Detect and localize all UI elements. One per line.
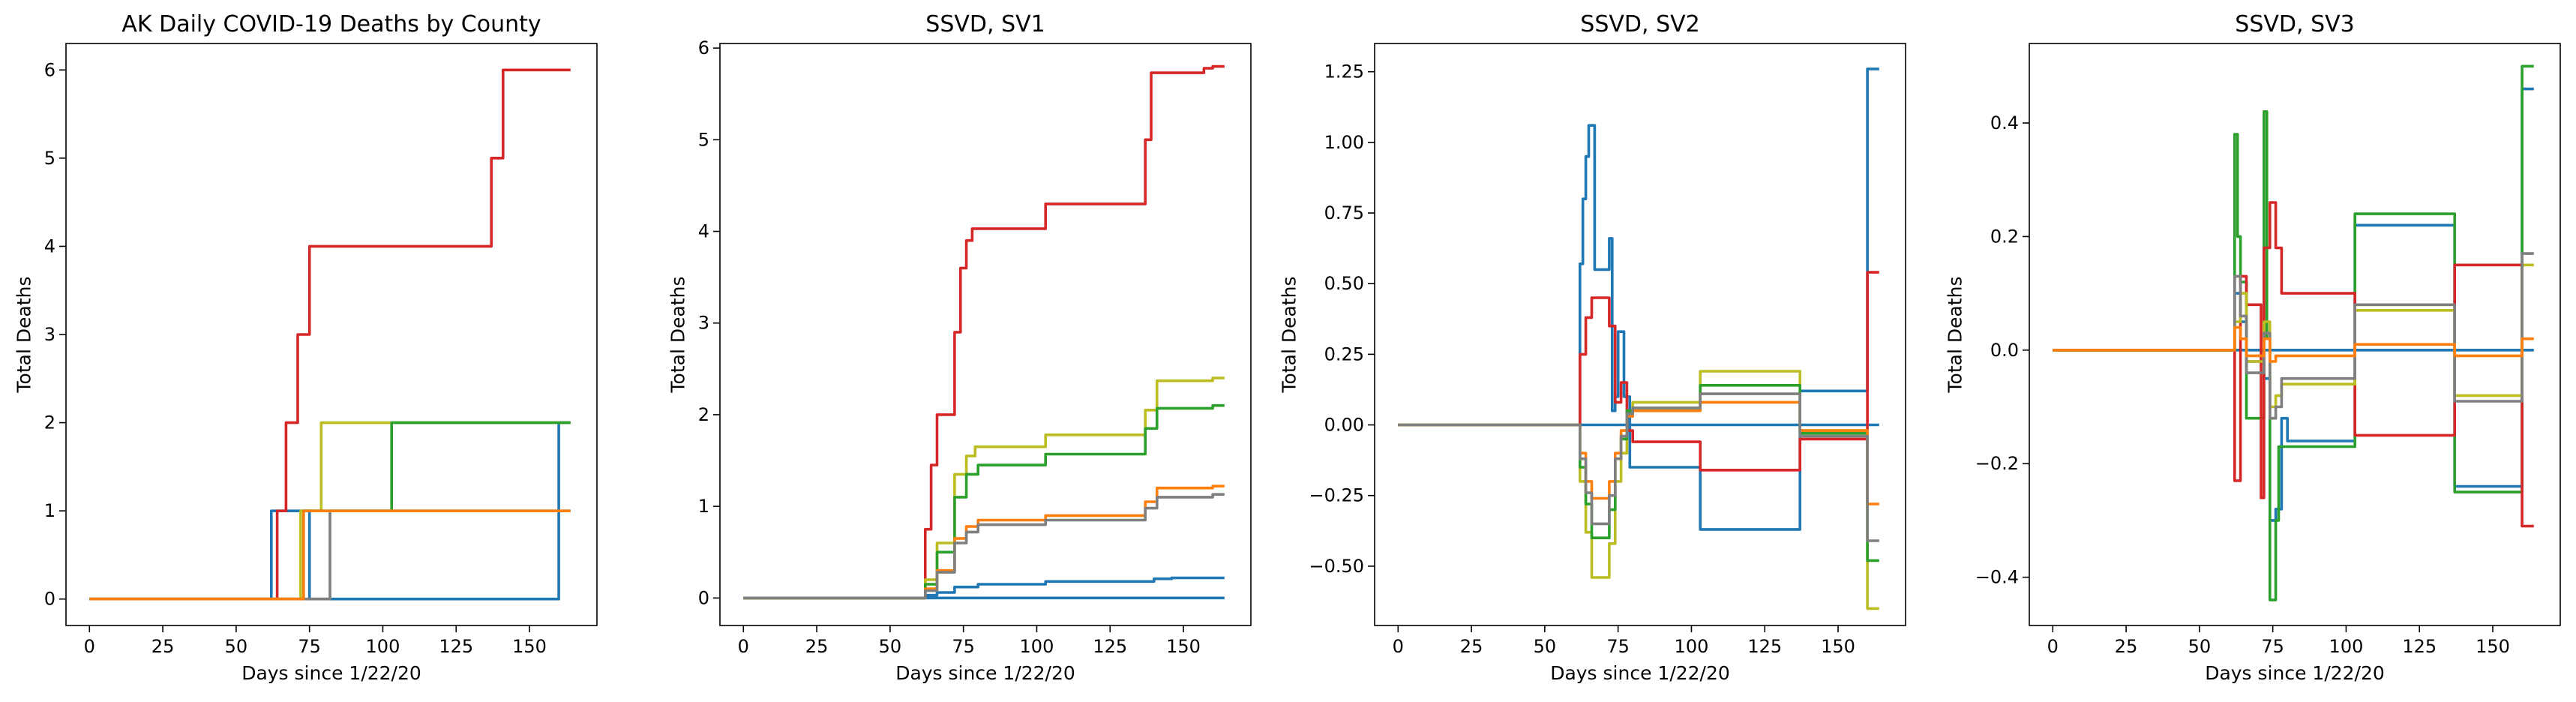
x-axis-label: Days since 1/22/20: [1550, 662, 1730, 684]
chart-panel-4: 0 25 50 75 100 125 150 −0.4 −0.2 0.0 0.2 0.4 SSVD, S…: [1945, 11, 2561, 684]
series-group: [89, 68, 571, 601]
x-tick-label: 25: [2115, 636, 2138, 657]
x-tick-label: 125: [439, 636, 473, 657]
y-tick-label: −0.25: [1309, 485, 1364, 506]
y-tick-label: 5: [44, 148, 55, 169]
series-group: [2053, 64, 2534, 602]
y-tick-label: 0: [698, 587, 709, 608]
series-line-6: [89, 509, 571, 601]
series-line-5: [89, 509, 571, 601]
x-tick-label: 0: [738, 636, 749, 657]
x-tick-label: 75: [1606, 636, 1630, 657]
series-line-1: [89, 421, 571, 601]
x-tick-label: 150: [1166, 636, 1201, 657]
chart-title: SSVD, SV2: [1580, 11, 1699, 38]
x-tick-label: 75: [2261, 636, 2284, 657]
series-line-7: [743, 493, 1225, 600]
y-tick-label: 0.25: [1324, 344, 1364, 364]
y-tick-label: 3: [698, 313, 709, 334]
y-axis-label: Total Deaths: [13, 277, 35, 394]
series-line-4: [743, 376, 1225, 600]
y-tick-label: −0.4: [1975, 567, 2019, 588]
y-tick-label: 3: [44, 324, 55, 345]
y-axis-label: Total Deaths: [667, 277, 689, 394]
x-tick-label: 0: [1393, 636, 1404, 657]
plot-frame: [65, 43, 598, 626]
y-tick-label: 6: [44, 59, 55, 80]
series-line-6: [2053, 252, 2534, 420]
y-tick-label: 0.0: [1990, 340, 2019, 361]
series-line-7: [2053, 326, 2534, 363]
x-tick-label: 75: [298, 636, 321, 657]
series-group: [743, 64, 1225, 600]
y-tick-label: 5: [698, 129, 709, 150]
plot-frame: [1374, 43, 1906, 626]
x-tick-label: 50: [1534, 636, 1557, 657]
series-line-2: [2053, 87, 2534, 522]
series-line-2: [1398, 68, 1879, 531]
x-tick-label: 25: [151, 636, 175, 657]
x-tick-label: 125: [2402, 636, 2437, 657]
x-tick-label: 75: [952, 636, 975, 657]
y-tick-label: −0.50: [1309, 556, 1364, 577]
chart-panel-3: 0 25 50 75 100 125 150 −0.50 −0.25 0.00 0.25 0.50 0.…: [1278, 11, 1906, 684]
y-tick-label: 1.00: [1324, 132, 1364, 153]
x-tick-label: 50: [225, 636, 248, 657]
y-tick-label: 6: [698, 38, 709, 58]
y-tick-label: 0.2: [1990, 226, 2019, 247]
y-axis-label: Total Deaths: [1945, 277, 1966, 394]
y-tick-label: 0.75: [1324, 202, 1364, 224]
y-axis-label: Total Deaths: [1278, 277, 1300, 394]
y-tick-label: 0.50: [1324, 273, 1364, 294]
series-line-3: [2053, 64, 2534, 602]
series-group: [1398, 68, 1879, 610]
y-tick-label: 1.25: [1324, 62, 1364, 82]
x-tick-label: 100: [366, 636, 400, 657]
x-tick-label: 150: [1821, 636, 1855, 657]
y-tick-label: 0.4: [1990, 112, 2019, 134]
x-axis-label: Days since 1/22/20: [241, 662, 421, 684]
x-tick-label: 100: [1020, 636, 1054, 657]
x-tick-label: 25: [805, 636, 829, 657]
series-line-2: [89, 68, 571, 601]
series-line-6: [1398, 400, 1879, 506]
x-tick-label: 150: [2476, 636, 2510, 657]
x-tick-label: 0: [84, 636, 95, 657]
y-tick-label: 1: [44, 500, 55, 521]
x-tick-label: 100: [1675, 636, 1709, 657]
plot-frame: [719, 43, 1252, 626]
x-axis-label: Days since 1/22/20: [895, 662, 1075, 684]
x-tick-label: 50: [879, 636, 902, 657]
series-line-3: [1398, 271, 1879, 472]
y-tick-label: 0: [44, 589, 55, 610]
x-tick-label: 0: [2047, 636, 2059, 657]
y-tick-label: 0.00: [1324, 415, 1364, 436]
chart-title: AK Daily COVID-19 Deaths by County: [121, 11, 541, 38]
x-tick-label: 100: [2329, 636, 2364, 657]
y-tick-label: −0.2: [1975, 453, 2019, 474]
series-line-7: [1398, 392, 1879, 542]
x-tick-label: 125: [1093, 636, 1127, 657]
x-axis-label: Days since 1/22/20: [2205, 662, 2385, 684]
y-tick-label: 4: [698, 221, 709, 242]
series-line-3: [743, 64, 1225, 600]
chart-panel-2: 0 25 50 75 100 125 150 0 1 2 3 4 5 6 SSVD, SV1 Days sin…: [667, 11, 1252, 684]
series-line-2: [743, 576, 1225, 600]
x-tick-label: 125: [1747, 636, 1782, 657]
chart-panel-1: 0 25 50 75 100 125 150 0 1 2 3 4 5 6 AK Daily COVID-19…: [13, 11, 598, 684]
y-tick-label: 2: [698, 404, 709, 425]
y-tick-label: 1: [698, 496, 709, 517]
plot-frame: [2029, 43, 2561, 626]
series-line-4: [2053, 201, 2534, 528]
chart-title: SSVD, SV3: [2235, 11, 2354, 38]
chart-title: SSVD, SV1: [925, 11, 1045, 38]
series-line-5: [2053, 263, 2534, 409]
x-tick-label: 150: [512, 636, 547, 657]
x-tick-label: 25: [1460, 636, 1483, 657]
y-tick-label: 2: [44, 412, 55, 434]
y-tick-label: 4: [44, 236, 55, 256]
x-tick-label: 50: [2188, 636, 2212, 657]
